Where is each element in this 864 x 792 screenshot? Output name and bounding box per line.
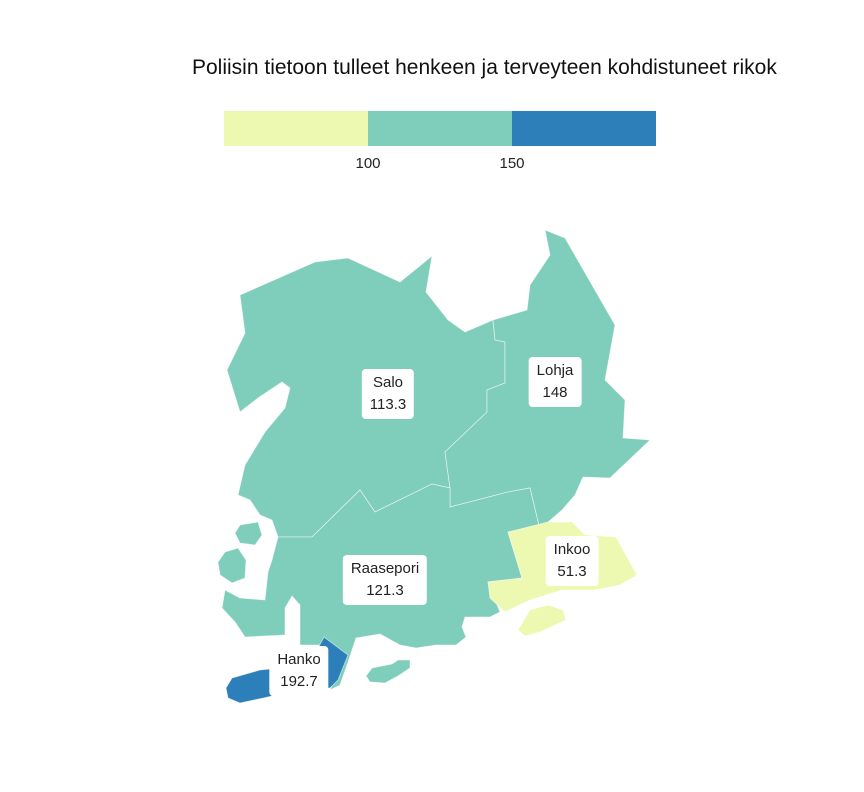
region-label-salo: Salo 113.3 (361, 369, 415, 419)
legend-tick: 100 (355, 155, 381, 172)
region-raasepori-island (365, 659, 411, 684)
legend-bin-high (512, 111, 656, 146)
legend-tick: 150 (499, 155, 525, 172)
legend-bin-mid (368, 111, 512, 146)
map-title: Poliisin tietoon tulleet henkeen ja terv… (192, 56, 777, 79)
legend-bin-low (224, 111, 368, 146)
region-inkoo-island (517, 604, 567, 637)
region-label-hanko: Hanko 192.7 (269, 646, 329, 696)
region-label-lohja: Lohja 148 (528, 357, 582, 407)
region-label-inkoo: Inkoo 51.3 (545, 536, 599, 586)
region-raasepori-island (234, 521, 263, 546)
region-label-raasepori: Raasepori 121.3 (342, 555, 428, 605)
region-raasepori-island (217, 547, 247, 584)
